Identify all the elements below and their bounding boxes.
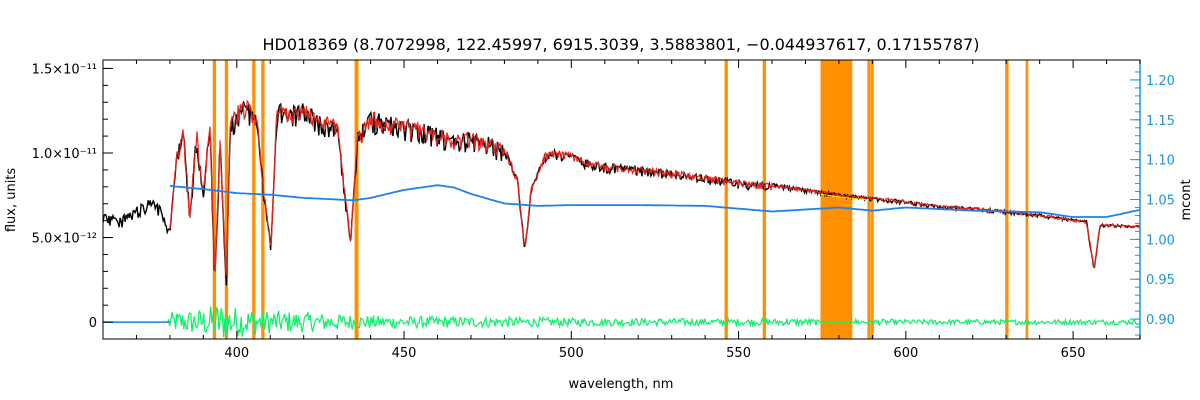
right-tick-label: 0.95 (1146, 273, 1175, 288)
series-layer (103, 99, 1140, 338)
right-axis-ticks: 0.90 0.95 1.00 1.05 1.10 1.15 1.20 (1130, 71, 1175, 336)
masked-region-10 (1005, 60, 1009, 339)
x-tick-label: 500 (559, 346, 584, 361)
right-tick-label: 1.20 (1146, 74, 1175, 89)
y-tick-label: 5.0×10⁻¹² (32, 232, 97, 247)
masked-region-5 (724, 60, 728, 339)
x-tick-label: 400 (224, 346, 249, 361)
y-axis-ticks: 0 5.0×10⁻¹² 1.0×10⁻¹¹ 1.5×10⁻¹¹ (32, 62, 113, 340)
right-axis-title: mcont (1179, 179, 1194, 220)
x-tick-label: 550 (726, 346, 751, 361)
chart-title: HD018369 (8.7072998, 122.45997, 6915.303… (263, 35, 980, 54)
right-tick-label: 1.10 (1146, 154, 1175, 169)
series-masked-overlay (820, 193, 870, 201)
y-axis-title: flux, units (4, 168, 19, 233)
x-tick-label: 600 (893, 346, 918, 361)
masked-region-6 (762, 60, 767, 339)
masked-region-2 (252, 60, 256, 339)
x-tick-label: 450 (392, 346, 417, 361)
y-tick-label: 0 (89, 316, 97, 331)
x-tick-label: 650 (1061, 346, 1086, 361)
right-tick-label: 1.00 (1146, 233, 1175, 248)
x-axis-ticks: 400 450 500 550 600 650 (135, 60, 1141, 361)
right-tick-label: 1.05 (1146, 194, 1175, 209)
y-tick-label: 1.0×10⁻¹¹ (32, 147, 97, 162)
series-residual (103, 305, 1140, 338)
right-tick-label: 1.15 (1146, 114, 1175, 129)
y-tick-label: 1.5×10⁻¹¹ (32, 62, 97, 77)
masked-region-0 (212, 60, 217, 339)
masked-region-1 (224, 60, 229, 339)
series-mcont (169, 184, 1140, 218)
right-tick-label: 0.90 (1146, 313, 1175, 328)
x-axis-title: wavelength, nm (569, 377, 674, 392)
masked-region-11 (1025, 60, 1029, 339)
masked-region-7 (820, 60, 853, 339)
plot-frame (102, 59, 1141, 340)
